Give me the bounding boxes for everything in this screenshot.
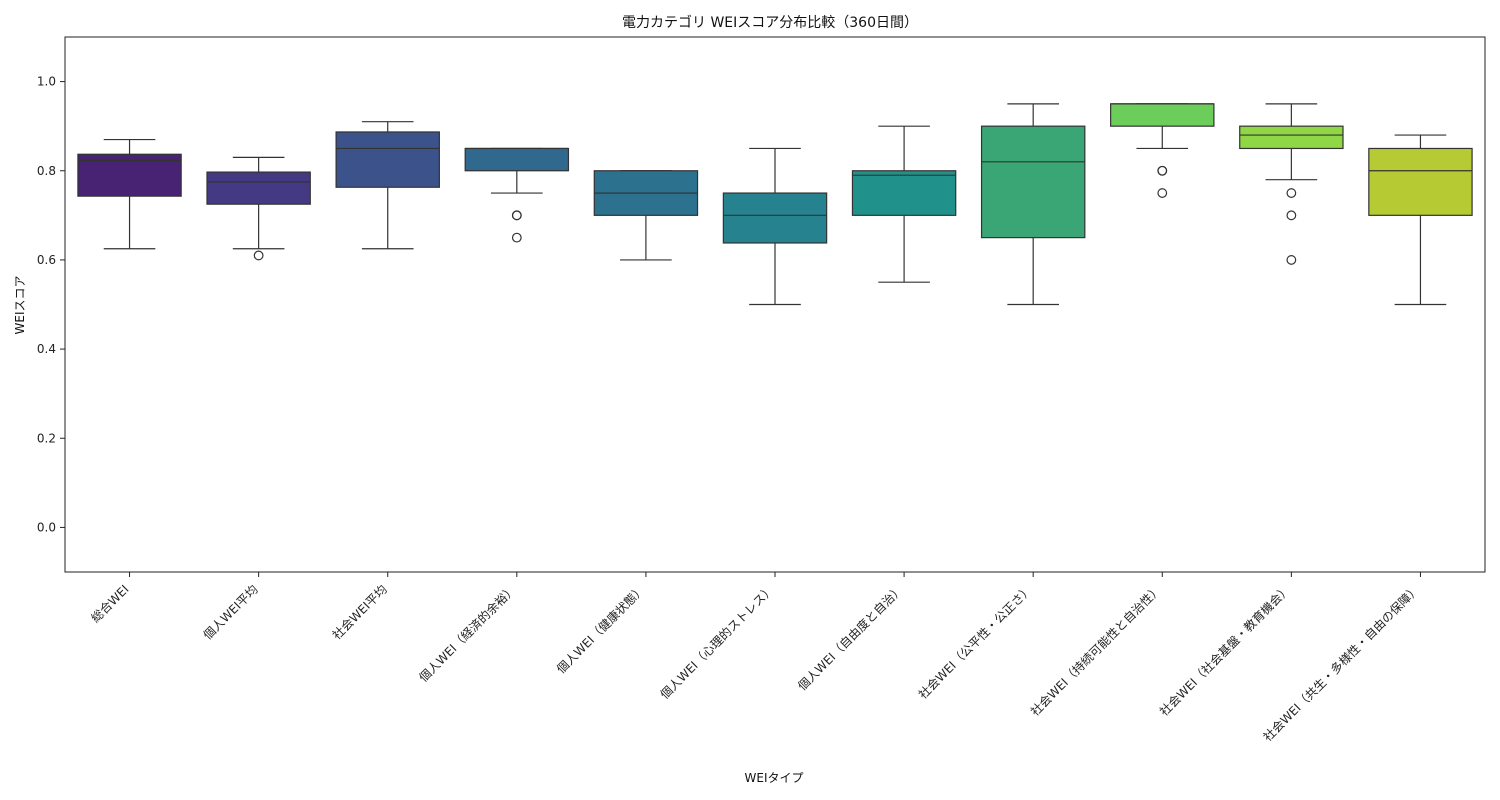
box-iqr: [980, 125, 1086, 239]
y-axis: 0.0 0.2 0.4 0.6 0.8 1.0: [37, 75, 65, 534]
outlier-point: [511, 232, 522, 243]
box-iqr: [1368, 147, 1473, 216]
box-group: [851, 125, 957, 283]
box-group: [1239, 103, 1344, 265]
y-tick-label: 0.4: [37, 342, 56, 356]
y-tick-label: 0.8: [37, 164, 56, 178]
box-iqr: [335, 131, 440, 188]
y-tick-label: 1.0: [37, 75, 56, 89]
outlier-point: [1286, 210, 1297, 221]
y-axis-label: WEIスコア: [13, 276, 27, 335]
box-group: [722, 147, 828, 306]
y-tick-label: 0.6: [37, 253, 56, 267]
plot-area: [77, 103, 1473, 306]
box-group: [206, 156, 311, 261]
box-group: [1368, 134, 1473, 306]
box-iqr: [1239, 125, 1344, 150]
outlier-point: [1286, 188, 1297, 198]
box-group: [77, 138, 182, 250]
box-iqr: [722, 192, 828, 244]
outlier-point: [1157, 188, 1168, 198]
box-group: [335, 121, 440, 250]
box-iqr: [77, 153, 182, 197]
outlier-point: [511, 210, 522, 221]
y-tick-label: 0.2: [37, 431, 56, 445]
box-iqr: [1110, 103, 1215, 127]
box-group: [1110, 103, 1215, 198]
box-iqr: [464, 147, 570, 172]
y-tick-label: 0.0: [37, 520, 56, 534]
outlier-point: [1157, 165, 1168, 176]
box-group: [980, 103, 1086, 306]
outlier-point: [253, 250, 264, 261]
x-axis-label: WEIタイプ: [745, 771, 804, 785]
box-group: [464, 147, 570, 243]
outlier-point: [1286, 255, 1297, 265]
chart-title: 電力カテゴリ WEIスコア分布比較（360日間）: [622, 14, 918, 31]
box-iqr: [851, 170, 957, 216]
box-group: [593, 170, 699, 261]
box-iqr: [206, 171, 311, 205]
